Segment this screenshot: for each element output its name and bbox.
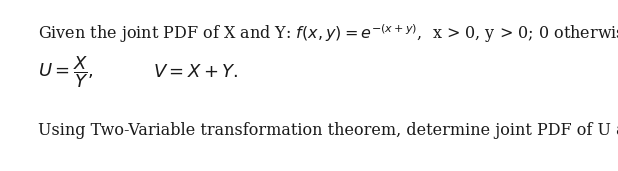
Text: $V = X + Y.$: $V = X + Y.$ bbox=[153, 63, 239, 81]
Text: Using Two-Variable transformation theorem, determine joint PDF of U and V: Using Two-Variable transformation theore… bbox=[38, 122, 618, 139]
Text: Given the joint PDF of X and Y: $f(x, y) = e^{-(x+y)}$,  x > 0, y > 0; 0 otherwi: Given the joint PDF of X and Y: $f(x, y)… bbox=[38, 22, 618, 45]
Text: $U = \dfrac{X}{Y},$: $U = \dfrac{X}{Y},$ bbox=[38, 54, 94, 90]
